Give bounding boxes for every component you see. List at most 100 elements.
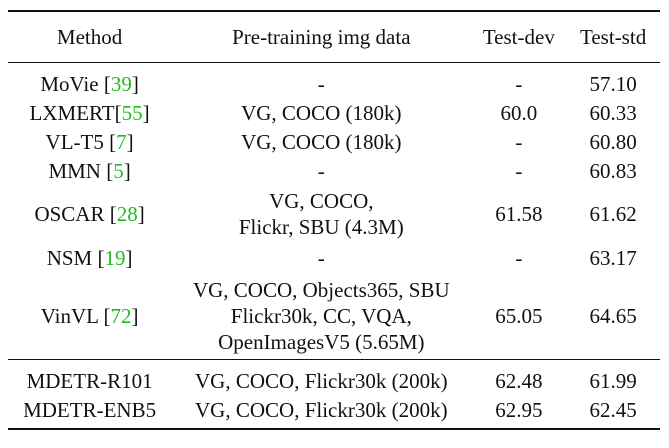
- test-std-value: 62.45: [589, 397, 637, 422]
- pretraining-data-line: VG, COCO (180k): [241, 100, 402, 125]
- test-std-cell: 61.62: [566, 185, 660, 243]
- citation-number: 19: [104, 245, 126, 270]
- header-test-dev: Test-dev: [471, 10, 567, 63]
- pretraining-data-line: VG, COCO,: [269, 189, 374, 213]
- pretraining-data-cell: VG, COCO (180k): [171, 98, 471, 127]
- citation-bracket-close: ]: [126, 129, 134, 154]
- citation-bracket-open: [: [106, 158, 114, 183]
- test-dev-cell: -: [471, 63, 566, 99]
- pretraining-data-line: VG, COCO, Flickr30k (200k): [195, 368, 448, 393]
- method-cell: MoVie [39]: [8, 63, 171, 99]
- test-std-cell: 63.17: [566, 243, 660, 272]
- method-name: MDETR-R101: [26, 368, 153, 393]
- test-dev-cell: -: [471, 127, 566, 156]
- method-name: MDETR-ENB5: [23, 397, 157, 422]
- citation-number: 5: [113, 158, 124, 183]
- method-cell: VinVL [72]: [8, 272, 171, 360]
- test-dev-cell: 62.95: [471, 395, 567, 430]
- test-std-value: 61.62: [589, 202, 637, 226]
- method-cell: MMN [5]: [8, 156, 171, 185]
- table-row: NSM [19] - - 63.17: [8, 243, 660, 272]
- pretraining-data-line: VG, COCO (180k): [241, 129, 402, 154]
- citation-number: 72: [110, 303, 132, 328]
- baseline-rows: MoVie [39] - -57.10 LXMERT[55] VG, COCO (180…: [8, 63, 660, 360]
- test-dev-value: 62.95: [495, 397, 543, 422]
- test-dev-cell: 61.58: [471, 185, 566, 243]
- test-dev-value: -: [515, 245, 523, 270]
- test-dev-value: 61.58: [495, 202, 543, 226]
- method-cell: MDETR-ENB5: [8, 395, 172, 430]
- table-row: OSCAR [28] VG, COCO, Flickr, SBU (4.3M) 61.…: [8, 185, 660, 243]
- table-row: MDETR-ENB5 VG, COCO, Flickr30k (200k) 62.9…: [8, 395, 660, 430]
- test-std-cell: 61.99: [566, 359, 660, 395]
- pretraining-data-line: Flickr30k, CC, VQA,: [230, 303, 412, 328]
- citation-number: 55: [121, 100, 143, 125]
- test-dev-value: -: [515, 158, 523, 183]
- test-dev-value: 60.0: [500, 100, 538, 125]
- pretraining-data-cell: VG, COCO, Flickr, SBU (4.3M): [171, 185, 471, 243]
- table-row: MoVie [39] - - 57.10: [8, 63, 660, 99]
- results-table: Method Pre-training img data Test-dev Te…: [8, 10, 660, 430]
- test-std-value: 60.83: [589, 158, 637, 183]
- citation-number: 28: [116, 202, 138, 226]
- test-dev-value: 62.48: [495, 368, 543, 393]
- test-std-value: 61.99: [589, 368, 637, 393]
- header-pretraining-data: Pre-training img data: [171, 10, 472, 63]
- pretraining-data-line: VG, COCO, Flickr30k (200k): [195, 397, 448, 422]
- pretraining-data-line: -: [317, 71, 325, 96]
- pretraining-data-line: Flickr, SBU (4.3M): [238, 215, 404, 239]
- pretraining-data-line: OpenImagesV5 (5.65M): [218, 329, 425, 354]
- results-table-container: Method Pre-training img data Test-dev Te…: [8, 10, 660, 430]
- pretraining-data-cell: VG, COCO, Flickr30k (200k): [171, 395, 472, 430]
- test-dev-value: -: [515, 71, 523, 96]
- citation-bracket-close: ]: [137, 202, 145, 226]
- test-std-value: 63.17: [589, 245, 637, 270]
- method-name: OSCAR: [34, 202, 105, 226]
- pretraining-data-cell: -: [171, 63, 471, 99]
- method-name: MMN: [48, 158, 101, 183]
- test-dev-cell: 65.05: [471, 272, 566, 360]
- pretraining-data-line: -: [317, 158, 325, 183]
- test-dev-cell: 62.48: [471, 359, 567, 395]
- method-name: NSM: [46, 245, 93, 270]
- pretraining-data-cell: -: [171, 156, 471, 185]
- test-dev-cell: -: [471, 156, 566, 185]
- table-row: LXMERT[55] VG, COCO (180k) 60.0 60.33: [8, 98, 660, 127]
- citation-bracket-open: [: [109, 202, 117, 226]
- table-row: VL-T5 [7] VG, COCO (180k) - 60.80: [8, 127, 660, 156]
- test-std-value: 64.65: [589, 303, 637, 328]
- test-dev-cell: -: [471, 243, 566, 272]
- test-std-cell: 62.45: [566, 395, 660, 430]
- pretraining-data-cell: -: [171, 243, 471, 272]
- citation-bracket-open: [: [97, 245, 105, 270]
- method-cell: MDETR-R101: [8, 359, 172, 395]
- citation-number: 7: [116, 129, 127, 154]
- method-name: VinVL: [40, 303, 99, 328]
- test-dev-value: 65.05: [495, 303, 543, 328]
- method-cell: VL-T5 [7]: [8, 127, 171, 156]
- pretraining-data-cell: VG, COCO (180k): [171, 127, 471, 156]
- test-std-cell: 60.83: [566, 156, 660, 185]
- citation-number: 39: [110, 71, 132, 96]
- method-name: VL-T5: [45, 129, 104, 154]
- citation-bracket-open: [: [103, 303, 111, 328]
- citation-bracket-open: [: [114, 100, 122, 125]
- method-cell: OSCAR [28]: [8, 185, 171, 243]
- table-row: VinVL [72] VG, COCO, Objects365, SBU Flick…: [8, 272, 660, 360]
- citation-bracket-close: ]: [142, 100, 150, 125]
- test-dev-cell: 60.0: [471, 98, 566, 127]
- test-std-cell: 64.65: [566, 272, 660, 360]
- test-std-value: 57.10: [589, 71, 637, 96]
- citation-bracket-open: [: [109, 129, 117, 154]
- method-cell: LXMERT[55]: [8, 98, 171, 127]
- pretraining-data-cell: VG, COCO, Objects365, SBU Flickr30k, CC, …: [171, 272, 471, 360]
- mdetr-rows: MDETR-R101 VG, COCO, Flickr30k (200k) 62.4…: [8, 359, 660, 430]
- citation-bracket-close: ]: [123, 158, 131, 183]
- pretraining-data-line: VG, COCO, Objects365, SBU: [192, 277, 450, 302]
- citation-bracket-close: ]: [131, 303, 139, 328]
- header-method: Method: [8, 10, 172, 63]
- method-name: LXMERT: [29, 100, 115, 125]
- header-test-std: Test-std: [566, 10, 660, 63]
- test-std-cell: 57.10: [566, 63, 660, 99]
- pretraining-data-cell: VG, COCO, Flickr30k (200k): [171, 359, 472, 395]
